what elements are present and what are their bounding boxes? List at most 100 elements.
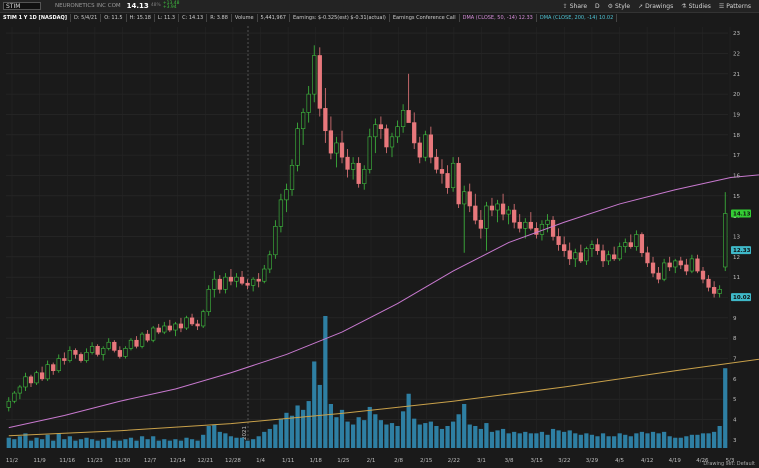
volume-bar bbox=[134, 440, 139, 448]
candle-body bbox=[711, 287, 717, 294]
candle-body bbox=[612, 254, 617, 260]
volume-bar bbox=[145, 439, 150, 448]
dma200-study-label[interactable]: DMA (CLOSE, 200, -14) 10.02 bbox=[537, 13, 618, 22]
chart-title: STIM 1 Y 1D [NASDAQ] bbox=[0, 13, 72, 22]
studies-label: Studies bbox=[688, 2, 711, 10]
candle-body bbox=[467, 191, 472, 207]
candle-body bbox=[656, 272, 661, 280]
volume-value: 5,441,967 bbox=[258, 13, 290, 22]
style-button[interactable]: ⚙ Style bbox=[608, 3, 630, 10]
candle-body bbox=[262, 268, 267, 282]
candle-body bbox=[495, 203, 500, 211]
earnings-call[interactable]: Earnings Conference Call bbox=[390, 13, 460, 22]
volume-bar bbox=[500, 428, 506, 448]
candle-body bbox=[339, 142, 345, 158]
volume-bar bbox=[212, 424, 217, 448]
drawings-button[interactable]: ➚ Drawings bbox=[638, 3, 673, 10]
volume-bar bbox=[428, 421, 433, 448]
bar-close: C: 14.13 bbox=[179, 13, 208, 22]
share-button[interactable]: ⇪ Share bbox=[563, 3, 587, 10]
volume-bar bbox=[178, 440, 184, 448]
volume-bar bbox=[201, 434, 206, 448]
candle-body bbox=[228, 276, 234, 282]
candle-body bbox=[562, 244, 567, 252]
drawings-label: Drawings bbox=[645, 2, 674, 10]
volume-bar bbox=[634, 433, 639, 448]
volume-bars bbox=[6, 316, 728, 448]
candle-body bbox=[650, 262, 656, 274]
volume-bar bbox=[473, 426, 478, 448]
price-tick-label: 19 bbox=[733, 112, 740, 118]
timeframe-label: D bbox=[595, 2, 600, 10]
volume-label[interactable]: Volume bbox=[232, 13, 258, 22]
candle-body bbox=[500, 203, 506, 215]
candle-body bbox=[323, 108, 328, 132]
volume-bar bbox=[617, 433, 622, 448]
time-axis[interactable]: 11/2 11/9 11/16 11/23 11/30 12/7 12/14 12/21 12/… bbox=[6, 458, 735, 464]
candle-body bbox=[112, 341, 117, 351]
candle-body bbox=[489, 205, 495, 211]
candle-body bbox=[184, 317, 189, 329]
volume-bar bbox=[506, 433, 511, 448]
volume-bar bbox=[384, 424, 389, 448]
studies-button[interactable]: ⚗ Studies bbox=[681, 3, 711, 10]
candle-body bbox=[28, 376, 34, 384]
volume-bar bbox=[456, 414, 461, 448]
candle-body bbox=[201, 311, 206, 327]
candle-body bbox=[39, 372, 45, 380]
volume-bar bbox=[423, 423, 428, 448]
candle-body bbox=[17, 386, 23, 394]
time-tick-label: 3/22 bbox=[558, 458, 570, 464]
volume-bar bbox=[562, 431, 567, 448]
volume-bar bbox=[112, 440, 117, 448]
volume-bar bbox=[567, 430, 572, 448]
time-tick-label: 2/22 bbox=[448, 458, 460, 464]
volume-bar bbox=[639, 431, 645, 448]
patterns-button[interactable]: ☰ Patterns bbox=[719, 3, 751, 10]
candle-body bbox=[289, 164, 295, 191]
time-tick-label: 12/21 bbox=[197, 458, 213, 464]
candle-body bbox=[162, 325, 167, 333]
candle-body bbox=[34, 372, 39, 384]
candle-body bbox=[373, 124, 378, 138]
candle-body bbox=[567, 250, 572, 260]
timeframe-button[interactable]: D bbox=[595, 3, 600, 10]
candle-body bbox=[634, 234, 639, 247]
volume-bar bbox=[517, 433, 522, 448]
candle-body bbox=[251, 278, 256, 286]
drawing-set-label[interactable]: Drawing set: Default bbox=[703, 461, 755, 467]
candle-body bbox=[506, 209, 511, 215]
volume-bar bbox=[301, 409, 306, 448]
style-label: Style bbox=[615, 2, 631, 10]
net-change-1: +13.48 bbox=[162, 1, 180, 6]
price-chart[interactable]: 2021 34567891011121314151617181920212223… bbox=[0, 22, 759, 468]
year-divider-label: 2021 bbox=[242, 426, 248, 440]
dma50-study-label[interactable]: DMA (CLOSE, 50, -14) 12.33 bbox=[460, 13, 537, 22]
volume-bar bbox=[162, 439, 167, 448]
time-tick-label: 3/8 bbox=[505, 458, 514, 464]
volume-bar bbox=[589, 434, 595, 448]
symbol-input[interactable]: STIM bbox=[3, 2, 41, 10]
candle-body bbox=[606, 254, 611, 262]
price-tick-label: 8 bbox=[733, 336, 737, 342]
candle-body bbox=[428, 134, 434, 158]
candle-body bbox=[478, 219, 483, 229]
volume-bar bbox=[512, 431, 517, 448]
time-tick-label: 4/26 bbox=[696, 458, 709, 464]
volume-bar bbox=[528, 433, 533, 448]
time-tick-label: 1/18 bbox=[310, 458, 323, 464]
time-tick-label: 4/19 bbox=[669, 458, 682, 464]
time-tick-label: 5/3 bbox=[726, 458, 735, 464]
volume-bar bbox=[395, 426, 400, 448]
candle-body bbox=[667, 262, 672, 268]
volume-bar bbox=[317, 384, 322, 448]
volume-bar bbox=[673, 437, 678, 448]
candle-body bbox=[545, 219, 550, 225]
candle-body bbox=[23, 376, 28, 388]
candle-body bbox=[400, 110, 406, 127]
volume-bar bbox=[239, 437, 245, 448]
candle-body bbox=[206, 289, 211, 313]
dma200-line bbox=[8, 358, 759, 437]
company-name: NEURONETICS INC COM bbox=[55, 3, 121, 9]
time-tick-label: 1/4 bbox=[256, 458, 265, 464]
